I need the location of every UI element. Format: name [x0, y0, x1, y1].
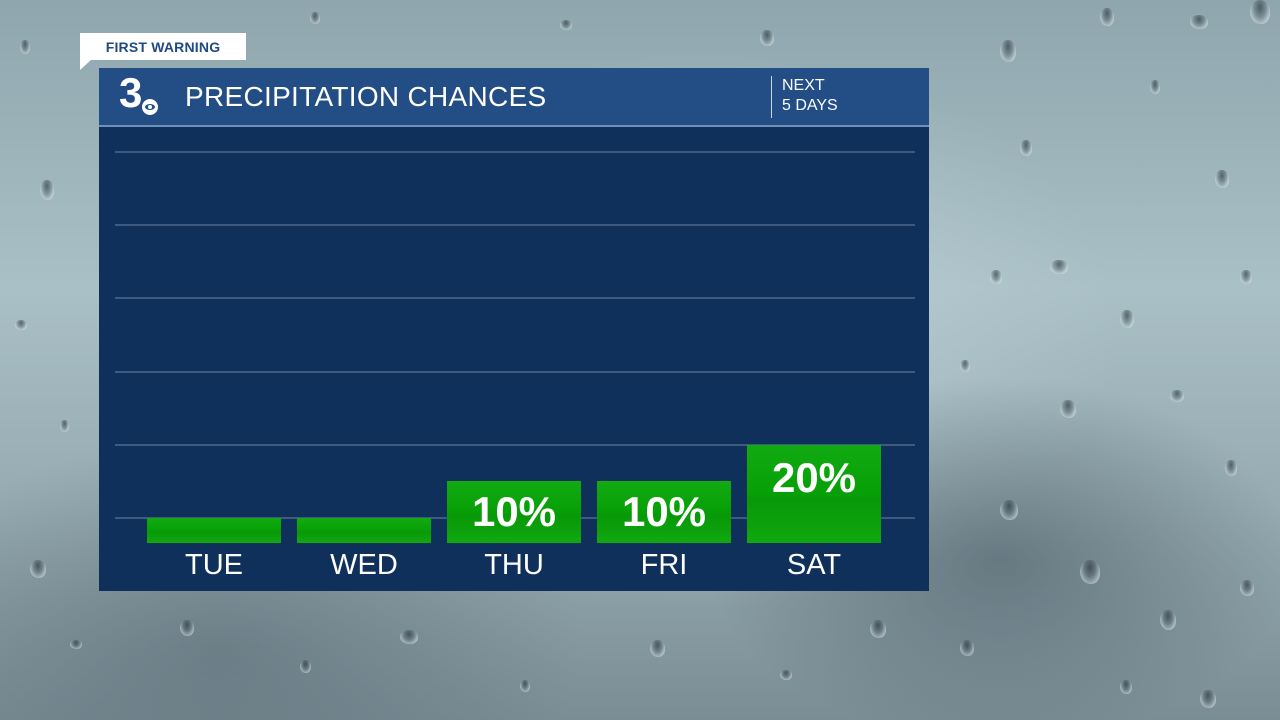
day-label-sat: SAT [786, 549, 842, 581]
day-label-tue: TUE [185, 549, 243, 581]
day-label-thu: THU [484, 549, 544, 581]
tag-speech-tail [80, 60, 91, 70]
gridline-20 [115, 444, 915, 446]
gridline-60 [115, 297, 915, 299]
first-warning-tag: FIRST WARNING [80, 33, 246, 60]
bar-wed [297, 518, 431, 543]
bar-tue [147, 518, 281, 543]
bar-sat: 20% [747, 445, 881, 543]
bar-fri: 10% [597, 481, 731, 543]
chart-title: PRECIPITATION CHANCES [185, 81, 547, 112]
gridline-40 [115, 371, 915, 373]
station-logo: 3 [119, 70, 163, 118]
period-line-1: NEXT [782, 77, 825, 94]
period-label: NEXT 5 DAYS [771, 76, 838, 118]
panel-header: 3 PRECIPITATION CHANCES NEXT 5 DAYS [99, 68, 929, 127]
period-line-2: 5 DAYS [782, 97, 838, 114]
day-label-wed: WED [330, 549, 398, 581]
cbs-eye-icon [141, 98, 159, 116]
first-warning-label: FIRST WARNING [105, 38, 221, 55]
gridline-100 [115, 151, 915, 153]
channel-number: 3 [119, 69, 143, 116]
precipitation-chart-panel: 3 PRECIPITATION CHANCES NEXT 5 DAYS 10% … [99, 68, 929, 591]
day-label-fri: FRI [640, 549, 688, 581]
gridline-80 [115, 224, 915, 226]
bar-thu: 10% [447, 481, 581, 543]
